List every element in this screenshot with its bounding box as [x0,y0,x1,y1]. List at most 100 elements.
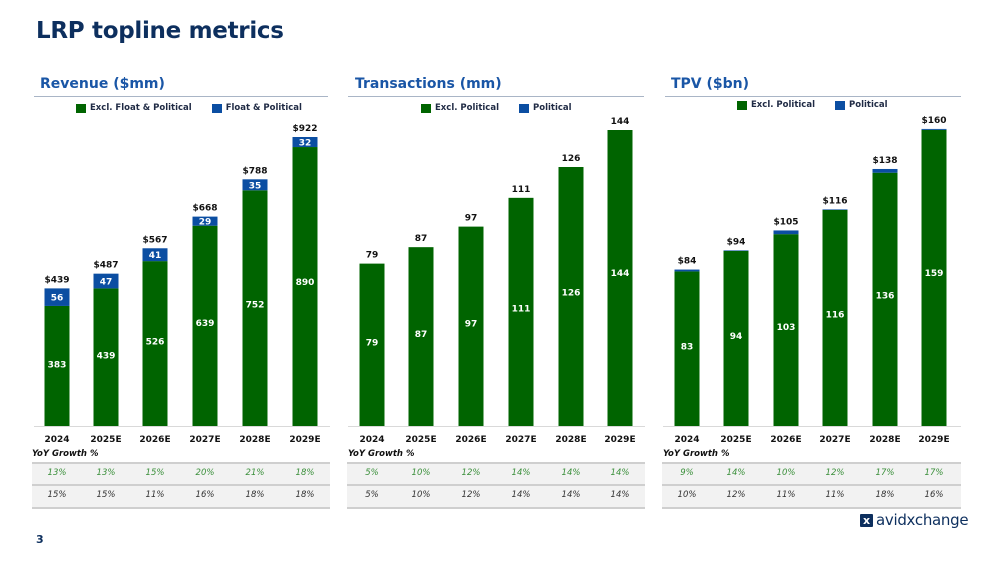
yoy-cell: 17% [924,468,944,478]
x-tick-label: 2027E [189,435,220,445]
legend-item: Excl. Political [737,100,815,110]
yoy-cell: 14% [610,468,630,478]
yoy-cell: 14% [610,490,630,500]
bar-segment-green [508,197,534,426]
x-tick-label: 2024 [359,435,384,445]
bar-segment-blue [142,248,168,262]
yoy-cell: 15% [96,490,116,500]
bar-total-label: 126 [562,154,581,164]
legend-swatch-blue [211,103,222,113]
tpv-yoy-label: YoY Growth % [663,449,730,459]
yoy-cell: 10% [677,490,697,500]
bar-value-label: 116 [826,311,845,321]
bar-value-label: 639 [196,319,215,329]
bar-total-label: $487 [93,261,118,271]
legend-label: Political [533,103,572,113]
tpv-legend: Excl. Political Political [737,100,902,110]
yoy-cell: 11% [776,490,796,500]
x-tick-label: 2025E [90,435,121,445]
bar-value-label: 94 [730,332,743,342]
bar-segment-green [723,250,749,426]
transactions-legend: Excl. Political Political [421,103,586,113]
bar-total-label: $439 [44,275,69,285]
bar-segment-blue [822,209,848,210]
legend-item: Excl. Float & Political [76,103,192,113]
yoy-cell: 10% [411,468,431,478]
bar-value-label: 32 [299,139,312,149]
legend-label: Excl. Political [435,103,499,113]
bar-segment-blue [723,250,749,251]
yoy-cell: 21% [245,468,265,478]
yoy-cell: 18% [245,490,265,500]
revenue-panel-title: Revenue ($mm) [40,76,165,92]
bar-value-label: 41 [149,251,162,261]
revenue-yoy-label: YoY Growth % [32,449,99,459]
bar-total-label: 97 [465,214,478,224]
yoy-row-excl: 5% 10% 12% 14% 14% 14% [347,464,645,486]
bar-value-label: 526 [146,337,165,347]
yoy-cell: 14% [561,468,581,478]
bar-segment-green [773,234,799,426]
bar-segment-green [872,172,898,426]
yoy-cell: 10% [411,490,431,500]
yoy-row-total: 15% 15% 11% 16% 18% 18% [32,486,330,506]
bar-segment-green [607,130,633,426]
yoy-cell: 18% [295,468,315,478]
bar-segment-blue [674,269,700,272]
avidxchange-logo: x avidxchange [860,511,969,529]
yoy-cell: 15% [47,490,67,500]
transactions-panel-divider [348,96,644,97]
bar-segment-green [921,129,947,427]
legend-swatch-green [737,100,747,110]
yoy-cell: 12% [825,468,845,478]
x-tick-label: 2028E [555,435,586,445]
yoy-cell: 16% [924,490,944,500]
bar-total-label: $160 [921,116,946,126]
page-title: LRP topline metrics [36,18,284,44]
x-tick-label: 2029E [604,435,635,445]
yoy-cell: 17% [875,468,895,478]
bar-value-label: 103 [777,323,796,333]
bar-value-label: 56 [51,294,64,304]
bar-value-label: 35 [249,181,262,191]
legend-swatch-blue [835,100,845,110]
yoy-cell: 14% [561,490,581,500]
bar-value-label: 79 [366,339,379,349]
legend-label: Political [849,100,888,110]
bar-total-label: $138 [872,156,897,166]
bar-segment-green [359,263,385,426]
bar-total-label: 144 [611,117,630,127]
legend-item: Political [835,100,888,110]
transactions-yoy-table: 5% 10% 12% 14% 14% 14% 5% 10% 12% 14% 14% 14% [347,462,645,509]
page-number: 3 [36,533,44,546]
x-tick-label: 2025E [405,435,436,445]
yoy-cell: 14% [726,468,746,478]
yoy-cell: 15% [145,468,165,478]
bar-segment-blue [93,273,119,289]
bar-segment-blue [872,168,898,173]
x-tick-label: 2028E [869,435,900,445]
bar-total-label: $94 [727,237,746,247]
legend-label: Excl. Float & Political [90,103,192,113]
tpv-yoy-table: 9% 14% 10% 12% 17% 17% 10% 12% 11% 11% 18% 16% [662,462,961,509]
bar-value-label: 159 [925,269,944,279]
yoy-cell: 11% [825,490,845,500]
yoy-row-excl: 9% 14% 10% 12% 17% 17% [662,464,961,486]
bar-segment-green [408,247,434,426]
bar-segment-blue [192,216,218,226]
yoy-cell: 18% [875,490,895,500]
yoy-cell: 12% [461,490,481,500]
legend-swatch-blue [519,103,529,113]
yoy-cell: 12% [461,468,481,478]
yoy-cell: 5% [365,468,379,478]
bar-segment-blue [292,137,318,148]
logo-wordmark: avidxchange [876,511,969,529]
bar-total-label: $922 [292,124,317,134]
x-tick-label: 2026E [455,435,486,445]
yoy-cell: 9% [680,468,694,478]
bar-segment-green [192,225,218,426]
bar-segment-blue [44,288,70,306]
bar-total-label: $567 [142,235,167,245]
x-tick-label: 2026E [139,435,170,445]
legend-item: Excl. Political [421,103,499,113]
